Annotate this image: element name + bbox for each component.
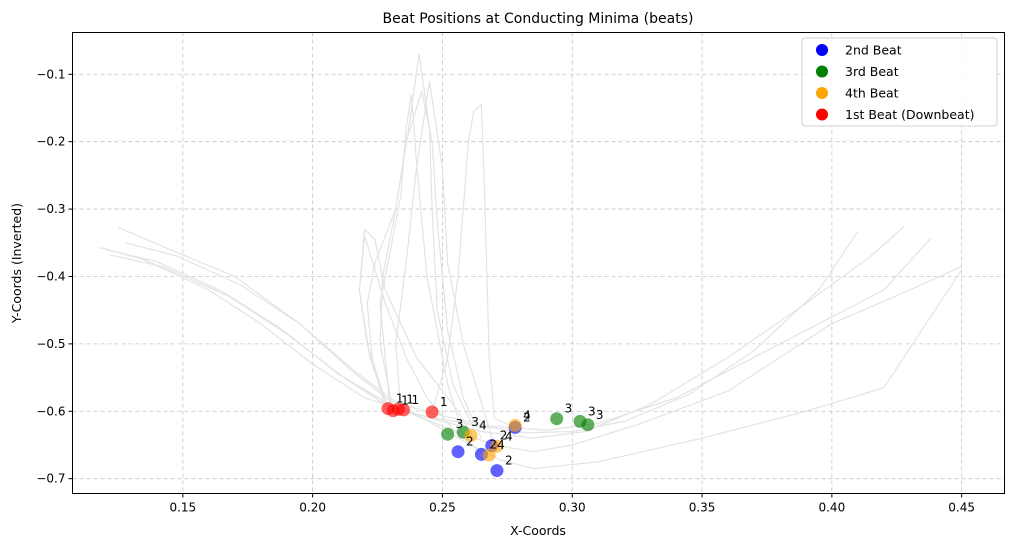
legend-marker	[816, 65, 828, 78]
beat-point	[482, 448, 496, 462]
trajectory-line	[358, 235, 482, 454]
beat-point-label: 3	[471, 415, 479, 429]
trajectory-line	[431, 103, 516, 429]
legend-label: 3rd Beat	[845, 64, 899, 79]
legend-label: 4th Beat	[845, 86, 899, 101]
beat-point	[490, 464, 504, 478]
y-axis-ticks: −0.1 −0.2 −0.3 −0.4 −0.5 −0.6 −0.7	[36, 67, 73, 486]
legend-box	[801, 37, 998, 127]
chart-title: Beat Positions at Conducting Minima (bea…	[383, 11, 694, 27]
y-tick-label: −0.5	[36, 337, 65, 351]
trajectory-line	[104, 248, 962, 453]
beat-point-label: 2	[523, 410, 531, 424]
y-tick-label: −0.7	[36, 472, 65, 486]
legend: 2nd Beat 3rd Beat 4th Beat 1st Beat (Downbe…	[801, 37, 998, 127]
y-tick-label: −0.1	[36, 67, 65, 81]
beat-point-label: 1	[396, 392, 404, 406]
legend-label: 2nd Beat	[845, 43, 902, 58]
beat-point-label: 4	[523, 408, 531, 422]
x-tick-label: 0.15	[169, 501, 196, 515]
y-tick-label: −0.3	[36, 202, 65, 216]
beat-point	[508, 418, 522, 432]
y-axis-label: Y-Coords (Inverted)	[9, 203, 24, 324]
beat-point-label: 4	[505, 429, 513, 443]
beat-point-label: 3	[596, 408, 604, 422]
legend-marker	[816, 108, 828, 121]
trajectory-line	[366, 90, 482, 439]
x-tick-label: 0.20	[299, 501, 326, 515]
beat-point	[581, 418, 595, 432]
x-axis-ticks: 0.15 0.20 0.25 0.30 0.35 0.40 0.45	[169, 493, 975, 515]
beat-point	[451, 445, 465, 459]
trajectory-line	[395, 80, 495, 447]
beat-point	[490, 439, 504, 453]
beat-point-label: 3	[565, 402, 573, 416]
beat-points	[381, 402, 595, 478]
beat-point	[464, 429, 478, 443]
beat-point-label: 1	[412, 393, 420, 407]
beat-point-label: 4	[479, 419, 487, 433]
beat-point-label: 2	[489, 437, 497, 451]
trajectory-line	[379, 94, 464, 436]
beat-point-label: 1	[406, 392, 414, 406]
x-axis-label: X-Coords	[510, 523, 566, 538]
beat-point-label: 1	[440, 395, 448, 409]
beat-point	[441, 427, 455, 441]
y-tick-label: −0.6	[36, 404, 65, 418]
beat-point-label: 2	[466, 435, 474, 449]
legend-marker	[816, 87, 828, 99]
beat-point-label: 3	[588, 404, 596, 418]
x-tick-label: 0.45	[948, 501, 975, 515]
legend-marker	[816, 44, 828, 56]
y-tick-label: −0.2	[36, 135, 65, 149]
beat-point	[397, 403, 411, 417]
trajectory-lines	[99, 54, 963, 470]
beat-point-label: 4	[497, 438, 505, 452]
trajectory-line	[99, 230, 859, 434]
x-tick-label: 0.35	[689, 501, 716, 515]
legend-label: 1st Beat (Downbeat)	[845, 107, 975, 122]
beat-point	[550, 412, 564, 426]
beat-point-label: 1	[401, 394, 409, 408]
plot-frame	[72, 32, 1005, 494]
x-tick-label: 0.25	[429, 501, 456, 515]
grid	[72, 32, 1005, 494]
x-tick-label: 0.40	[818, 501, 845, 515]
trajectory-line	[109, 225, 906, 439]
beat-point-label: 2	[500, 429, 508, 443]
beat-point	[425, 405, 439, 419]
x-tick-label: 0.30	[559, 501, 586, 515]
beat-point-label: 2	[505, 454, 513, 468]
trajectory-line	[117, 226, 931, 431]
trajectory-line	[379, 54, 475, 429]
y-tick-label: −0.4	[36, 269, 65, 283]
beat-point-label: 3	[456, 417, 464, 431]
